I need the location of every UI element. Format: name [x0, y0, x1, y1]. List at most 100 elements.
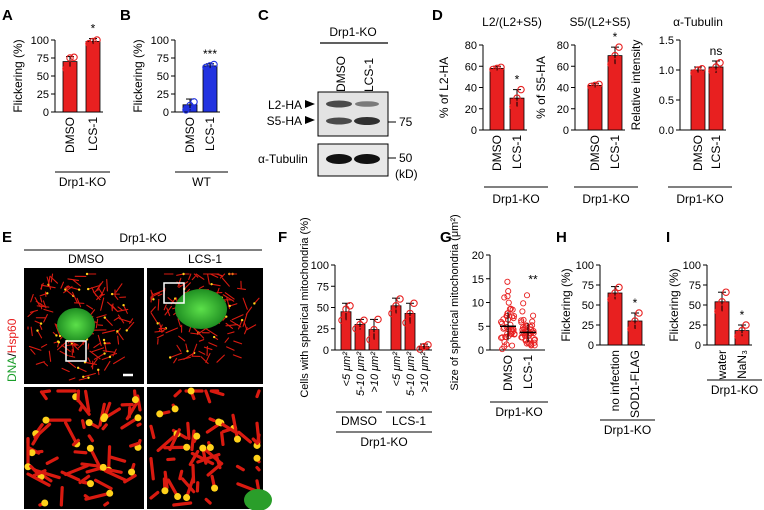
data-point	[503, 312, 510, 319]
zoom-box-dmso	[65, 340, 87, 362]
data-point	[505, 299, 512, 306]
mitochondrion	[106, 278, 108, 292]
mitochondrion-nucleoid	[108, 355, 112, 359]
mitochondrion-nucleoid	[210, 282, 213, 286]
mitochondrion	[123, 304, 128, 314]
stain-dna: DNA	[5, 357, 19, 382]
y-tick-label: 40	[465, 83, 477, 95]
mitochondrion-nucleoid	[173, 297, 177, 300]
y-tick-label: 40	[557, 83, 569, 95]
data-point	[366, 336, 374, 344]
data-point	[424, 341, 432, 349]
data-point	[338, 316, 346, 324]
stain-hsp60: Hsp60	[5, 318, 19, 353]
bar	[62, 61, 78, 113]
mitochondrion-nucleoid	[46, 292, 49, 295]
mitochondrion	[36, 330, 43, 339]
y-tick-label: 75	[582, 280, 594, 292]
mitochondrion	[195, 273, 205, 280]
mitochondrion	[93, 478, 113, 491]
mitochondrion	[72, 344, 75, 353]
data-point	[505, 333, 512, 340]
mitochondrion	[178, 335, 186, 342]
data-point	[734, 332, 742, 340]
mitochondrion	[173, 389, 182, 398]
data-point	[410, 299, 418, 307]
mitochondrion	[149, 457, 155, 481]
data-point	[360, 316, 368, 324]
y-tick-label: 50	[157, 71, 169, 83]
mitochondrion	[237, 430, 252, 444]
mitochondrion	[78, 474, 91, 485]
data-point	[500, 316, 507, 323]
mitochondrion	[43, 314, 48, 323]
mitochondrion	[100, 297, 105, 311]
mitochondrion-nucleoid	[225, 315, 228, 318]
y-axis-label: Flickering (%)	[667, 268, 681, 341]
y-tick-label: 100	[683, 260, 701, 272]
mitochondrion	[183, 352, 195, 360]
mitochondrion	[109, 455, 127, 463]
y-tick-label: 10	[472, 298, 484, 310]
mitochondrion	[94, 281, 104, 293]
mitochondrion-nucleoid	[106, 489, 114, 497]
mitochondrion	[123, 473, 137, 484]
data-point	[89, 37, 97, 46]
data-point	[420, 342, 428, 351]
panel-letter-e: E	[2, 229, 12, 246]
mitochondrion	[255, 465, 261, 472]
data-point	[615, 283, 623, 292]
mitochondrion	[216, 273, 224, 278]
mitochondrion	[102, 350, 116, 353]
f-outer-label: Drp1-KO	[360, 435, 407, 449]
mitochondrion	[115, 283, 123, 293]
mitochondrion-nucleoid	[103, 341, 106, 345]
data-point	[509, 342, 516, 349]
f-group-label: DMSO	[341, 414, 377, 428]
data-point	[611, 289, 619, 297]
mitochondrion	[232, 354, 242, 359]
arrow-s5-icon	[305, 116, 315, 124]
group-label: WT	[192, 175, 211, 189]
mitochondrion	[93, 352, 106, 360]
data-point	[607, 295, 615, 304]
mitochondrion-nucleoid	[103, 352, 106, 355]
y-tick-label: 100	[311, 260, 329, 272]
band-l2-lane1	[326, 100, 352, 108]
panel-letter-f: F	[278, 229, 287, 246]
mitochondrion	[95, 318, 99, 329]
data-point	[520, 324, 527, 331]
mitochondrion	[84, 389, 91, 413]
mitochondrion	[208, 417, 216, 423]
mitochondrion-nucleoid	[193, 432, 201, 440]
mitochondrion-nucleoid	[102, 338, 106, 342]
panel-d-group-label: Drp1-KO	[492, 192, 539, 206]
mitochondrion	[66, 290, 74, 297]
mitochondrion-nucleoid	[131, 396, 139, 404]
group-label: Drp1-KO	[604, 423, 651, 437]
data-point	[182, 106, 190, 114]
data-point	[356, 320, 364, 329]
mitochondrion	[244, 327, 248, 335]
mitochondrion	[167, 297, 178, 306]
mitochondrion	[107, 445, 112, 472]
mitochondrion	[246, 324, 257, 331]
mitochondrion-nucleoid	[24, 463, 32, 471]
mitochondrion	[84, 361, 97, 366]
mitochondrion-nucleoid	[171, 405, 179, 413]
mitochondrion	[101, 423, 108, 431]
y-tick-label: 15	[472, 274, 484, 286]
mitochondrion	[103, 339, 107, 353]
mitochondrion-nucleoid	[187, 387, 195, 395]
data-point	[504, 293, 511, 300]
panel-letter-b: B	[120, 7, 131, 24]
mitochondrion	[230, 320, 242, 328]
mitochondrion	[211, 283, 221, 287]
f-category-label: 5-10 μm²	[355, 352, 367, 396]
mitochondrion	[68, 355, 76, 358]
data-point	[504, 278, 511, 285]
x-category-label: LCS-1	[86, 117, 100, 151]
significance-label: *	[633, 296, 638, 310]
y-tick-label: 0	[695, 340, 701, 352]
